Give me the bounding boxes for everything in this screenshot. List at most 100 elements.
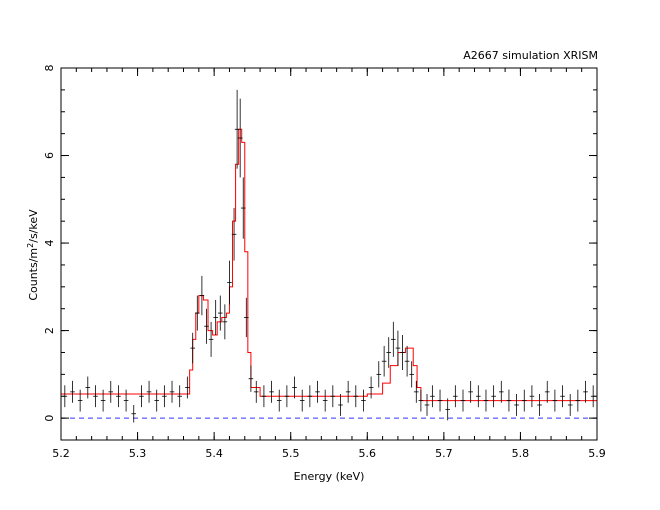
data-point bbox=[269, 380, 274, 403]
x-tick-label: 5.3 bbox=[129, 447, 147, 460]
data-point bbox=[77, 389, 83, 412]
data-point bbox=[248, 365, 254, 392]
data-point bbox=[409, 361, 414, 388]
model-curve bbox=[61, 128, 598, 402]
x-tick-label: 5.5 bbox=[282, 447, 300, 460]
data-point bbox=[131, 404, 137, 423]
data-point bbox=[154, 389, 160, 412]
y-tick-label: 2 bbox=[43, 327, 56, 334]
data-point bbox=[404, 345, 410, 377]
data-point bbox=[330, 385, 336, 408]
data-point bbox=[453, 385, 458, 408]
y-tick-label: 6 bbox=[43, 152, 56, 159]
x-tick-label: 5.2 bbox=[52, 447, 70, 460]
x-tick-label: 5.8 bbox=[512, 447, 530, 460]
data-point bbox=[381, 345, 387, 377]
data-point bbox=[100, 389, 106, 412]
data-point bbox=[253, 380, 259, 403]
data-point bbox=[231, 208, 237, 261]
data-point bbox=[240, 177, 246, 239]
x-axis-label: Energy (keV) bbox=[294, 470, 365, 483]
x-tick-label: 5.4 bbox=[205, 447, 223, 460]
data-point bbox=[552, 389, 558, 412]
data-point bbox=[468, 380, 473, 403]
data-point bbox=[514, 394, 519, 416]
ticks-layer: 5.2 5.3 5.4 5.5 5.6 5.7 5.8 5.9 0 2 4 6 8 bbox=[43, 65, 606, 461]
data-point bbox=[537, 394, 542, 416]
data-point bbox=[169, 380, 175, 403]
data-point bbox=[338, 394, 343, 416]
y-axis-label-rest: /s/keV bbox=[27, 209, 40, 243]
y-axis-label: Counts/m2/s/keV bbox=[26, 209, 40, 301]
y-tick-label: 0 bbox=[43, 415, 56, 422]
x-tick-label: 5.7 bbox=[435, 447, 453, 460]
data-point bbox=[567, 394, 573, 416]
x-tick-label: 5.6 bbox=[359, 447, 377, 460]
data-point bbox=[190, 332, 195, 364]
data-point bbox=[491, 385, 496, 408]
data-point bbox=[244, 297, 249, 338]
data-point bbox=[234, 89, 240, 169]
data-point bbox=[544, 380, 550, 403]
data-point bbox=[162, 385, 167, 408]
data-point bbox=[307, 385, 313, 408]
data-point bbox=[85, 376, 91, 399]
data-point bbox=[368, 376, 374, 399]
data-point bbox=[227, 260, 232, 305]
y-tick-label: 4 bbox=[43, 240, 56, 247]
data-point bbox=[391, 321, 396, 357]
data-point bbox=[284, 385, 290, 408]
data-point bbox=[437, 389, 443, 412]
data-point bbox=[204, 308, 209, 344]
data-point bbox=[400, 334, 405, 370]
data-point bbox=[146, 380, 152, 403]
data-point bbox=[199, 275, 205, 316]
data-point bbox=[445, 398, 450, 421]
data-point bbox=[70, 380, 75, 403]
data-point bbox=[345, 380, 351, 403]
data-point bbox=[208, 321, 214, 357]
data-point bbox=[139, 385, 144, 408]
data-point bbox=[299, 389, 305, 412]
data-point bbox=[322, 389, 328, 412]
data-point bbox=[353, 385, 359, 408]
y-tick-label: 8 bbox=[43, 65, 56, 72]
data-point bbox=[529, 385, 535, 408]
y-axis-label-base: Counts/m bbox=[27, 248, 40, 301]
data-point bbox=[108, 380, 114, 403]
data-point bbox=[177, 385, 182, 408]
data-point bbox=[361, 389, 366, 412]
data-point bbox=[222, 304, 228, 340]
plot-layer bbox=[61, 89, 598, 423]
data-point bbox=[506, 389, 512, 412]
data-point bbox=[430, 385, 435, 408]
data-point bbox=[413, 380, 419, 403]
data-point bbox=[116, 385, 121, 408]
data-point bbox=[261, 385, 267, 408]
data-point bbox=[476, 385, 481, 408]
data-point bbox=[575, 389, 581, 412]
data-point bbox=[483, 389, 489, 412]
data-point bbox=[418, 389, 424, 412]
data-point bbox=[521, 389, 527, 412]
data-point bbox=[185, 376, 190, 399]
data-point bbox=[386, 337, 392, 368]
data-point bbox=[460, 389, 466, 412]
data-point bbox=[217, 295, 223, 331]
plot-frame bbox=[60, 67, 598, 441]
data-point bbox=[560, 385, 565, 408]
data-point bbox=[424, 394, 430, 416]
data-point bbox=[213, 299, 218, 335]
data-point bbox=[276, 389, 282, 412]
y-axis-label-sup: 2 bbox=[26, 243, 35, 248]
data-point bbox=[93, 385, 98, 408]
data-point bbox=[395, 330, 401, 366]
chart-title: A2667 simulation XRISM bbox=[463, 49, 598, 62]
data-point bbox=[292, 376, 297, 399]
x-tick-label: 5.9 bbox=[588, 447, 606, 460]
data-point bbox=[195, 295, 200, 331]
data-point bbox=[123, 389, 129, 412]
data-point bbox=[315, 380, 320, 403]
data-point bbox=[583, 380, 588, 403]
